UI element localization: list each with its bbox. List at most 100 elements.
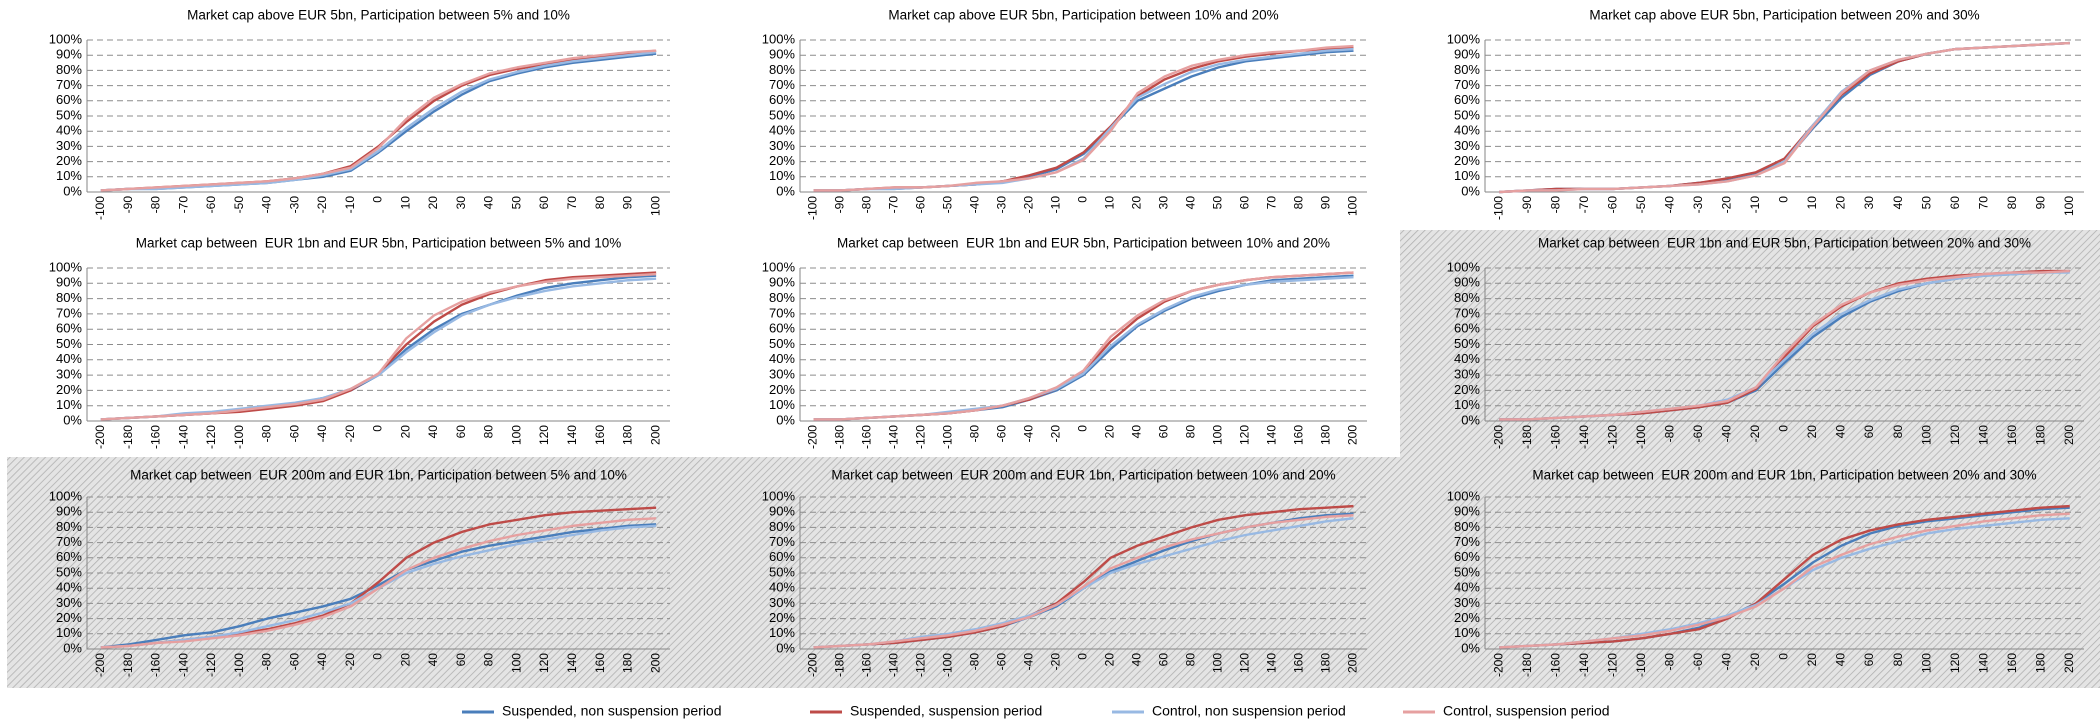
x-tick-label: 60	[454, 653, 468, 667]
x-tick-label: -140	[1577, 425, 1591, 449]
y-tick-label: 30%	[1454, 367, 1480, 382]
x-tick-label: 20	[1834, 196, 1848, 210]
x-tick-label: 120	[1238, 653, 1252, 673]
x-tick-label: 200	[648, 425, 662, 445]
y-tick-label: 60%	[56, 321, 82, 336]
x-tick-label: -30	[287, 196, 301, 214]
x-tick-label: -80	[260, 653, 274, 671]
panel-background	[1400, 230, 2100, 457]
x-tick-label: -10	[343, 196, 357, 214]
y-tick-label: 90%	[769, 47, 795, 62]
y-tick-label: 60%	[769, 321, 795, 336]
x-tick-label: 80	[482, 425, 496, 439]
x-tick-label: -80	[1548, 196, 1562, 214]
series-line: Suspended, suspension period	[100, 49, 657, 192]
series-line: Control, suspension period	[100, 272, 657, 421]
y-tick-label: 0%	[776, 412, 795, 427]
y-tick-label: 80%	[769, 62, 795, 77]
x-tick-label: 160	[2005, 653, 2019, 673]
chart-title: Market cap above EUR 5bn, Participation …	[888, 8, 1278, 23]
series-line: Suspended, non suspension period	[1499, 41, 2070, 194]
series-line: Control, suspension period	[1499, 512, 2070, 649]
x-tick-label: 0	[1777, 425, 1791, 432]
x-tick-label: 180	[1319, 425, 1333, 445]
x-tick-label: 200	[2062, 653, 2076, 673]
x-tick-label: -100	[941, 425, 955, 449]
y-tick-label: 70%	[769, 305, 795, 320]
x-tick-label: 140	[565, 653, 579, 673]
y-tick-label: 20%	[1454, 610, 1480, 625]
series-line: Suspended, suspension period	[813, 271, 1354, 421]
y-tick-label: 80%	[769, 519, 795, 534]
x-tick-label: -80	[1663, 653, 1677, 671]
x-tick-label: -180	[833, 653, 847, 677]
x-tick-label: 140	[1265, 425, 1279, 445]
x-tick-label: 160	[1292, 425, 1306, 445]
series-line: Suspended, suspension period	[1499, 41, 2070, 194]
x-tick-label: 10	[1103, 196, 1117, 210]
y-tick-label: 10%	[1454, 168, 1480, 183]
x-tick-label: -200	[806, 425, 820, 449]
x-tick-label: -60	[204, 196, 218, 214]
y-tick-label: 90%	[769, 275, 795, 290]
series-line: Suspended, non suspension period	[813, 274, 1354, 421]
x-tick-label: 80	[1184, 653, 1198, 667]
y-tick-label: 100%	[49, 31, 83, 46]
x-tick-label: 60	[1238, 196, 1252, 210]
x-tick-label: 100	[1346, 196, 1360, 216]
y-tick-label: 100%	[1447, 259, 1481, 274]
x-tick-label: -100	[93, 196, 107, 220]
series-line: Control, suspension period	[100, 517, 657, 649]
x-tick-label: 200	[1346, 425, 1360, 445]
y-tick-label: 0%	[776, 640, 795, 655]
y-tick-label: 90%	[56, 47, 82, 62]
x-tick-label: -90	[1520, 196, 1534, 214]
x-tick-label: -180	[833, 425, 847, 449]
x-tick-label: 90	[1319, 196, 1333, 210]
x-tick-label: 100	[2062, 196, 2076, 216]
x-tick-label: -20	[1720, 196, 1734, 214]
x-tick-label: 100	[509, 425, 523, 445]
x-tick-label: -50	[1634, 196, 1648, 214]
x-tick-label: 200	[1346, 653, 1360, 673]
x-tick-label: 40	[1130, 425, 1144, 439]
series-line: Suspended, suspension period	[100, 271, 657, 421]
x-tick-label: -200	[806, 653, 820, 677]
y-tick-label: 30%	[56, 595, 82, 610]
x-tick-label: 180	[1319, 653, 1333, 673]
x-tick-label: -60	[1691, 653, 1705, 671]
x-tick-label: -180	[121, 425, 135, 449]
chart-title: Market cap above EUR 5bn, Participation …	[187, 8, 570, 23]
x-tick-label: -40	[1022, 425, 1036, 443]
x-tick-label: 120	[537, 653, 551, 673]
x-tick-label: -160	[1548, 653, 1562, 677]
x-tick-label: -160	[149, 653, 163, 677]
series-line: Suspended, non suspension period	[100, 274, 657, 421]
y-tick-label: 0%	[776, 183, 795, 198]
x-tick-label: -100	[1634, 653, 1648, 677]
series-line: Control, suspension period	[1499, 269, 2070, 421]
x-tick-label: -120	[204, 425, 218, 449]
x-tick-label: 160	[593, 425, 607, 445]
x-tick-label: -40	[260, 196, 274, 214]
y-tick-label: 10%	[1454, 625, 1480, 640]
x-tick-label: 90	[621, 196, 635, 210]
x-tick-label: -20	[1049, 653, 1063, 671]
y-tick-label: 60%	[769, 549, 795, 564]
x-tick-label: 60	[1862, 425, 1876, 439]
x-tick-label: 100	[1211, 653, 1225, 673]
x-tick-label: -180	[1520, 653, 1534, 677]
x-tick-label: -80	[860, 196, 874, 214]
y-tick-label: 40%	[56, 580, 82, 595]
x-tick-label: -20	[1049, 425, 1063, 443]
x-tick-label: -140	[1577, 653, 1591, 677]
x-tick-label: -10	[1748, 196, 1762, 214]
y-tick-label: 100%	[1447, 31, 1481, 46]
x-tick-label: -100	[1491, 196, 1505, 220]
series-line: Suspended, suspension period	[1499, 504, 2070, 649]
x-tick-label: -80	[968, 425, 982, 443]
x-tick-label: 60	[537, 196, 551, 210]
series-line: Suspended, non suspension period	[813, 49, 1354, 192]
y-tick-label: 70%	[769, 77, 795, 92]
y-tick-label: 30%	[769, 138, 795, 153]
